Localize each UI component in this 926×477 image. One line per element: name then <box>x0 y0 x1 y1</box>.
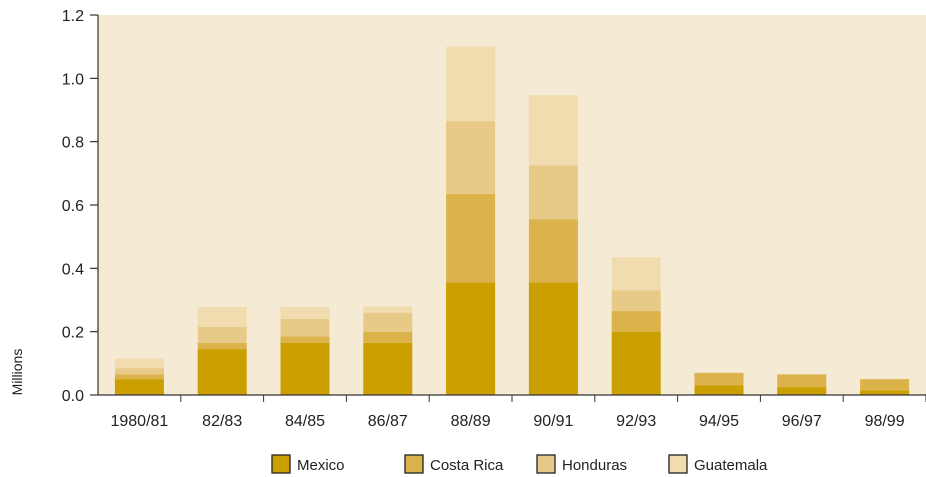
y-tick-label: 0.6 <box>62 198 84 215</box>
bar-segment <box>611 257 661 291</box>
legend-swatch <box>404 454 424 474</box>
y-tick-label: 1.0 <box>62 71 84 88</box>
legend-swatch <box>536 454 556 474</box>
bar-segment <box>363 312 413 332</box>
bar-segment <box>197 326 247 343</box>
legend-label: Honduras <box>562 457 627 474</box>
bar-segment <box>860 379 910 391</box>
x-tick-label: 88/89 <box>451 413 491 430</box>
bar-segment <box>694 372 744 386</box>
bar-segment <box>528 282 578 395</box>
bar-segment <box>611 290 661 312</box>
y-tick-label: 1.2 <box>62 8 84 25</box>
bar-segment <box>197 342 247 350</box>
bar-segment <box>363 306 413 313</box>
x-tick-label: 98/99 <box>865 413 905 430</box>
bar-segment <box>446 121 496 194</box>
legend-swatch <box>668 454 688 474</box>
y-axis-title: Millions <box>9 349 25 396</box>
x-tick-label: 94/95 <box>699 413 739 430</box>
bar-segment <box>860 390 910 395</box>
legend-label: Guatemala <box>694 457 768 474</box>
x-tick-label: 90/91 <box>533 413 573 430</box>
bar-segment <box>528 219 578 283</box>
bar-segment <box>363 342 413 395</box>
x-tick-label: 86/87 <box>368 413 408 430</box>
x-tick-label: 82/83 <box>202 413 242 430</box>
x-tick-label: 84/85 <box>285 413 325 430</box>
x-tick-label: 96/97 <box>782 413 822 430</box>
bar-segment <box>197 349 247 395</box>
bar-segment <box>446 46 496 122</box>
bar-segment <box>114 379 164 395</box>
y-tick-label: 0.2 <box>62 325 84 342</box>
x-tick-label: 92/93 <box>616 413 656 430</box>
bar-segment <box>280 342 330 395</box>
legend-swatch <box>271 454 291 474</box>
bar-segment <box>363 331 413 343</box>
bar-segment <box>114 368 164 375</box>
x-tick-label: 1980/81 <box>110 413 168 430</box>
bar-segment <box>611 331 661 395</box>
bar-segment <box>611 311 661 332</box>
bar-segment <box>114 374 164 380</box>
y-tick-label: 0.4 <box>62 261 84 278</box>
bar-segment <box>446 193 496 283</box>
bar-segment <box>777 387 827 395</box>
bar-segment <box>280 306 330 319</box>
bar-segment <box>528 165 578 220</box>
bar-segment <box>446 282 496 395</box>
legend-label: Costa Rica <box>430 457 504 474</box>
legend-label: Mexico <box>297 457 345 474</box>
bar-segment <box>197 306 247 327</box>
bar-segment <box>114 358 164 369</box>
bar-segment <box>280 336 330 343</box>
y-tick-label: 0.0 <box>62 388 84 405</box>
bar-segment <box>694 385 744 395</box>
bar-segment <box>528 95 578 166</box>
bar-segment <box>777 374 827 388</box>
bar-segment <box>280 319 330 337</box>
y-tick-label: 0.8 <box>62 135 84 152</box>
